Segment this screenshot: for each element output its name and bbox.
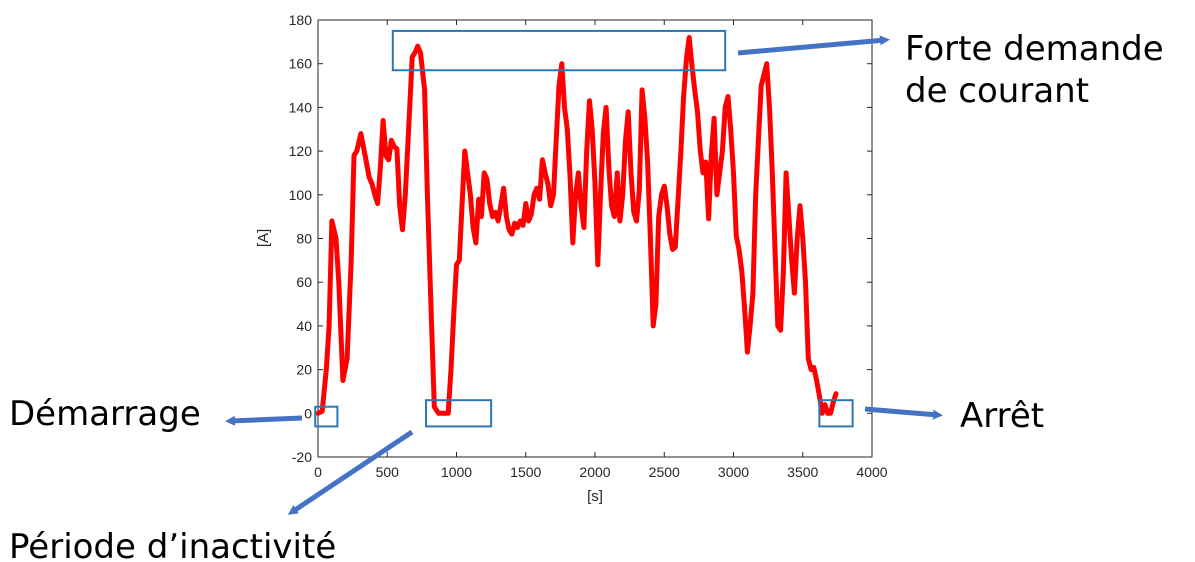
y-tick-label: 80 — [296, 231, 312, 247]
y-tick-label: 120 — [289, 143, 313, 159]
current-line — [315, 35, 839, 416]
axis-tick-labels: 0 500 1000 1500 2000 2500 3000 3500 4000-2002040… — [289, 12, 888, 480]
start-arrow — [225, 415, 303, 426]
y-tick-label: -20 — [292, 449, 312, 465]
stop-label: Arrêt — [960, 396, 1044, 436]
y-tick-label: 160 — [289, 56, 313, 72]
current-series — [315, 35, 839, 416]
stop-arrow — [864, 406, 943, 420]
y-tick-label: 100 — [289, 187, 313, 203]
x-tick-label: 0 — [314, 464, 322, 480]
start-box — [314, 405, 339, 428]
y-tick-label: 20 — [296, 362, 312, 378]
x-tick-label: 1500 — [510, 464, 541, 480]
x-axis-label: [s] — [587, 488, 603, 505]
high-demand-box — [391, 29, 727, 72]
y-tick-label: 140 — [289, 99, 313, 115]
high-demand-arrow — [737, 35, 890, 56]
stop-box — [818, 399, 854, 428]
x-tick-label: 2500 — [649, 464, 680, 480]
x-tick-label: 1000 — [441, 464, 472, 480]
idle-arrow — [287, 429, 414, 515]
x-tick-label: 3500 — [787, 464, 818, 480]
y-tick-label: 60 — [296, 274, 312, 290]
high-demand-label-line1: Forte demande — [905, 29, 1164, 69]
y-tick-label: 0 — [304, 405, 312, 421]
x-tick-label: 3000 — [718, 464, 749, 480]
high-demand-label-line2: de courant — [905, 71, 1089, 111]
x-tick-label: 2000 — [579, 464, 610, 480]
x-tick-label: 500 — [376, 464, 400, 480]
y-tick-label: 40 — [296, 318, 312, 334]
y-axis-label: [A] — [255, 229, 272, 247]
idle-box — [425, 399, 493, 428]
y-tick-label: 180 — [289, 12, 313, 28]
idle-label: Période d’inactivité — [9, 527, 336, 562]
annotation-boxes — [314, 29, 854, 428]
start-label: Démarrage — [9, 394, 201, 434]
x-tick-label: 4000 — [856, 464, 887, 480]
